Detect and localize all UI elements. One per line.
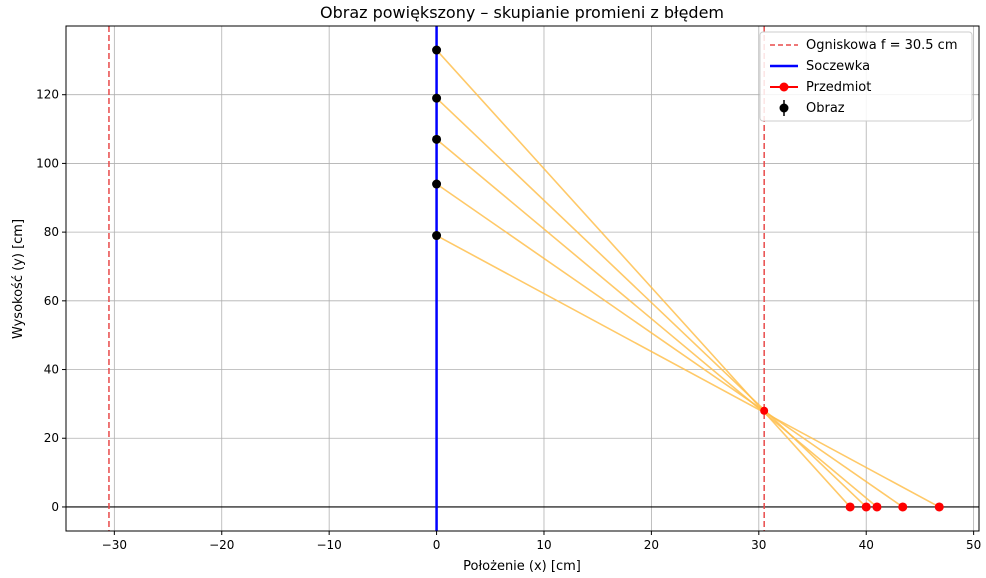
y-tick-label: 60 [44,294,59,308]
light-ray [436,234,940,508]
x-tick-label: 20 [644,538,659,552]
y-tick-label: 120 [36,88,59,102]
light-ray [435,49,851,508]
light-ray [436,183,904,508]
legend-label-image: Obraz [806,101,845,116]
x-tick-label: 30 [751,538,766,552]
y-tick-label: 80 [44,225,59,239]
image-point [432,231,442,241]
x-tick-label: 10 [536,538,551,552]
x-tick-label: −20 [209,538,234,552]
image-point [432,134,442,144]
image-point [432,93,442,103]
plot-frame [65,25,980,532]
x-tick-label: −30 [102,538,127,552]
object-point [898,502,908,512]
y-tick-label: 20 [44,431,59,445]
legend-box [759,31,973,122]
x-tick-label: −10 [316,538,341,552]
y-tick-label: 0 [51,500,59,514]
legend-label-focal: Ogniskowa f = 30.5 cm [806,38,957,53]
legend: Ogniskowa f = 30.5 cm Soczewka Przedmiot… [759,31,973,122]
chart-title: Obraz powiększony – skupianie promieni z… [320,3,724,22]
x-axis-label: Położenie (x) [cm] [463,559,581,574]
y-axis-ticks: 0 20 40 60 80 100 120 [36,88,66,514]
focal-point-marker [760,406,769,415]
legend-swatch-image-marker [779,103,789,113]
object-point [934,502,944,512]
y-tick-label: 40 [44,363,59,377]
x-tick-label: 40 [859,538,874,552]
object-point [872,502,882,512]
x-tick-label: 50 [966,538,981,552]
x-axis-ticks: −30 −20 −10 0 10 20 30 40 50 [102,531,981,552]
y-axis-label: Wysokość (y) [cm] [11,219,26,339]
series-layer [66,26,979,531]
light-ray [436,138,878,508]
image-point [432,45,442,55]
object-point [861,502,871,512]
y-tick-label: 100 [36,156,59,170]
legend-swatch-object-marker [779,82,789,92]
legend-label-object: Przedmiot [806,80,871,95]
object-point [845,502,855,512]
x-tick-label: 0 [433,538,441,552]
image-point [432,179,442,189]
legend-label-lens: Soczewka [806,59,870,74]
